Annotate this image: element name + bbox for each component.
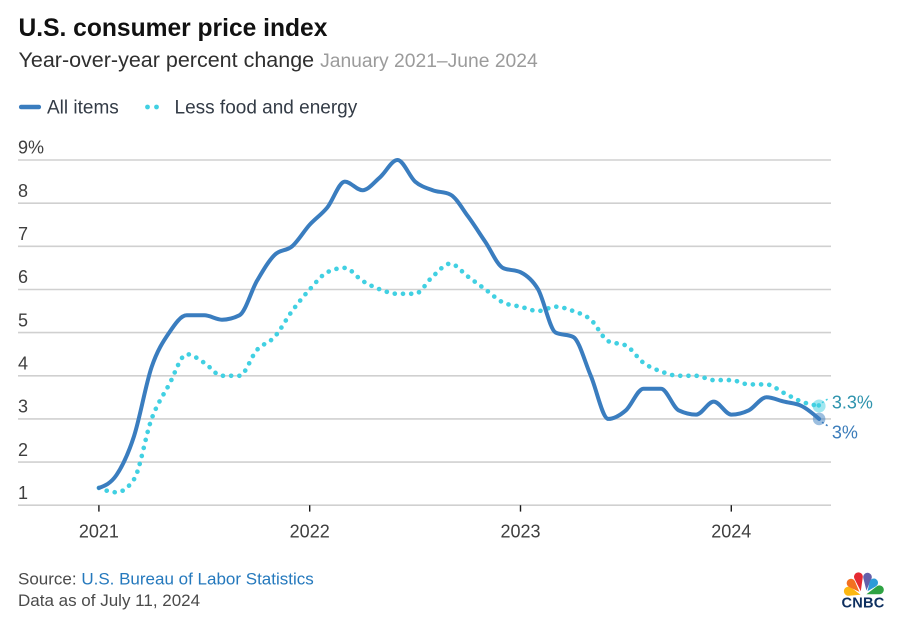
svg-text:Year-over-year percent change: Year-over-year percent change January 20… — [19, 48, 538, 72]
svg-text:Source: U.S. Bureau of Labor S: Source: U.S. Bureau of Labor Statistics — [18, 570, 314, 589]
svg-text:1: 1 — [18, 483, 28, 503]
svg-text:U.S. consumer price index: U.S. consumer price index — [19, 15, 328, 42]
svg-text:2024: 2024 — [711, 522, 751, 542]
svg-text:6: 6 — [18, 267, 28, 287]
svg-text:9%: 9% — [18, 138, 44, 158]
svg-text:8: 8 — [18, 181, 28, 201]
svg-text:2023: 2023 — [500, 522, 540, 542]
svg-text:Data as of July 11, 2024: Data as of July 11, 2024 — [18, 591, 200, 610]
svg-text:CNBC: CNBC — [842, 596, 885, 612]
svg-text:2021: 2021 — [79, 522, 119, 542]
svg-text:2: 2 — [18, 440, 28, 460]
svg-text:All items: All items — [47, 98, 119, 119]
svg-text:5: 5 — [18, 310, 28, 330]
svg-text:3.3%: 3.3% — [832, 392, 873, 412]
svg-text:2022: 2022 — [290, 522, 330, 542]
svg-text:Less food and energy: Less food and energy — [175, 98, 358, 119]
svg-text:4: 4 — [18, 354, 28, 374]
svg-text:3: 3 — [18, 397, 28, 417]
svg-text:3%: 3% — [832, 422, 858, 442]
svg-text:7: 7 — [18, 224, 28, 244]
